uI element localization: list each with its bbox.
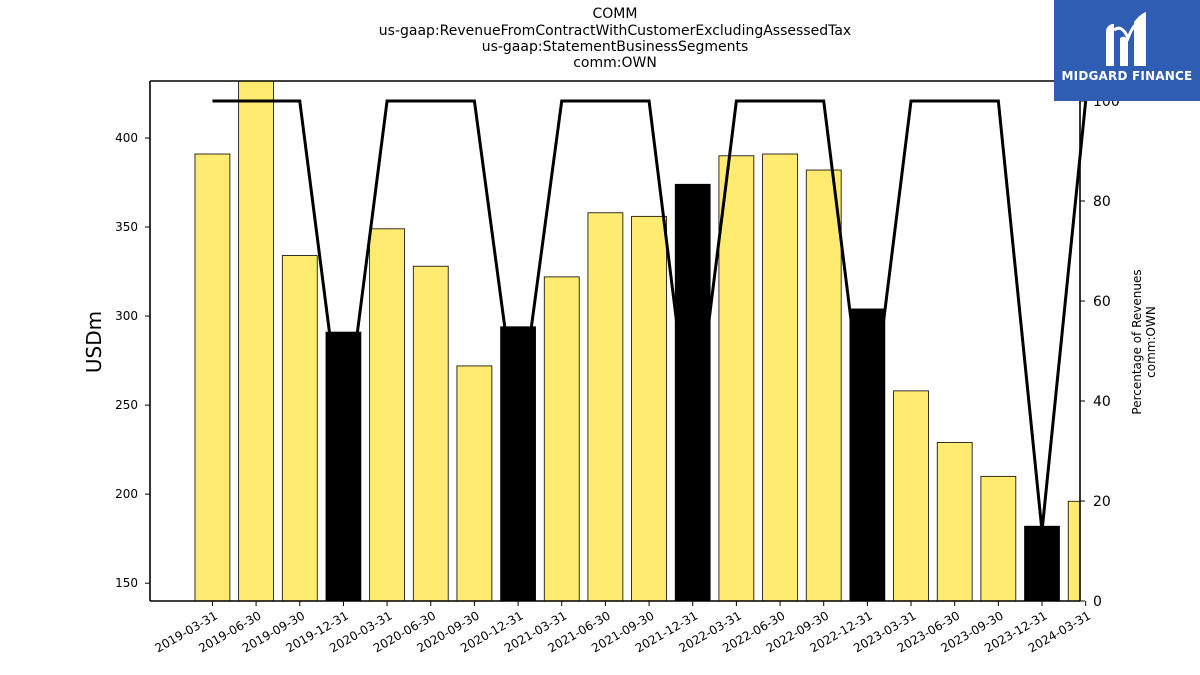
bar-2021-03-31: [543, 276, 580, 601]
y2-tick-label-80: 80: [1093, 194, 1111, 210]
y-axis-label-right: Percentage of Revenues comm:OWN: [1130, 269, 1158, 414]
bar-2023-06-30: [936, 442, 973, 601]
bar-2019-03-31: [194, 153, 231, 601]
y-tick-label-350: 350: [115, 220, 138, 234]
bar-2021-06-30: [587, 212, 624, 601]
percentage-line: [212, 99, 1088, 532]
bar-2021-12-31: [674, 183, 711, 601]
bar-2022-06-30: [762, 153, 798, 601]
y-tick-label-200: 200: [115, 487, 138, 501]
y-axis-label-left: USDm: [82, 310, 106, 374]
y2-tick-label-20: 20: [1093, 494, 1111, 510]
bar-2022-09-30: [805, 169, 842, 601]
title-line-ticker: COMM: [592, 6, 638, 22]
y2-tick-label-60: 60: [1093, 294, 1111, 310]
bar-2023-12-31: [1024, 525, 1060, 601]
bar-2019-12-31: [325, 331, 362, 601]
bar-2021-09-30: [631, 215, 667, 601]
y2-tick-label-0: 0: [1093, 594, 1102, 610]
title-line-concept: us-gaap:RevenueFromContractWithCustomerE…: [378, 23, 852, 39]
bar-2020-12-31: [500, 326, 536, 601]
y-tick-label-300: 300: [115, 309, 138, 323]
y-tick-label-150: 150: [115, 576, 138, 590]
bar-2023-03-31: [893, 390, 929, 601]
bar-2023-09-30: [980, 475, 1017, 601]
brand-logo: MIDGARD FINANCE: [1054, 0, 1200, 101]
y2-label-line-2: comm:OWN: [1144, 306, 1158, 378]
y2-label-line-1: Percentage of Revenues: [1130, 269, 1144, 415]
bar-2020-03-31: [369, 228, 405, 601]
brand-mark-icon: [1106, 12, 1146, 66]
bar-2022-03-31: [718, 155, 755, 601]
bar-2020-09-30: [456, 365, 493, 601]
bar-2019-09-30: [281, 255, 318, 601]
brand-name: MIDGARD FINANCE: [1061, 69, 1193, 83]
bar-2019-06-30: [238, 81, 274, 601]
title-line-member: comm:OWN: [573, 55, 657, 71]
title-line-axis: us-gaap:StatementBusinessSegments: [481, 39, 749, 55]
bar-2024-03-31: [1067, 500, 1080, 601]
y-tick-label-400: 400: [115, 131, 138, 145]
bar-2020-06-30: [412, 265, 449, 601]
y-tick-label-250: 250: [115, 398, 138, 412]
y2-tick-label-40: 40: [1093, 394, 1111, 410]
